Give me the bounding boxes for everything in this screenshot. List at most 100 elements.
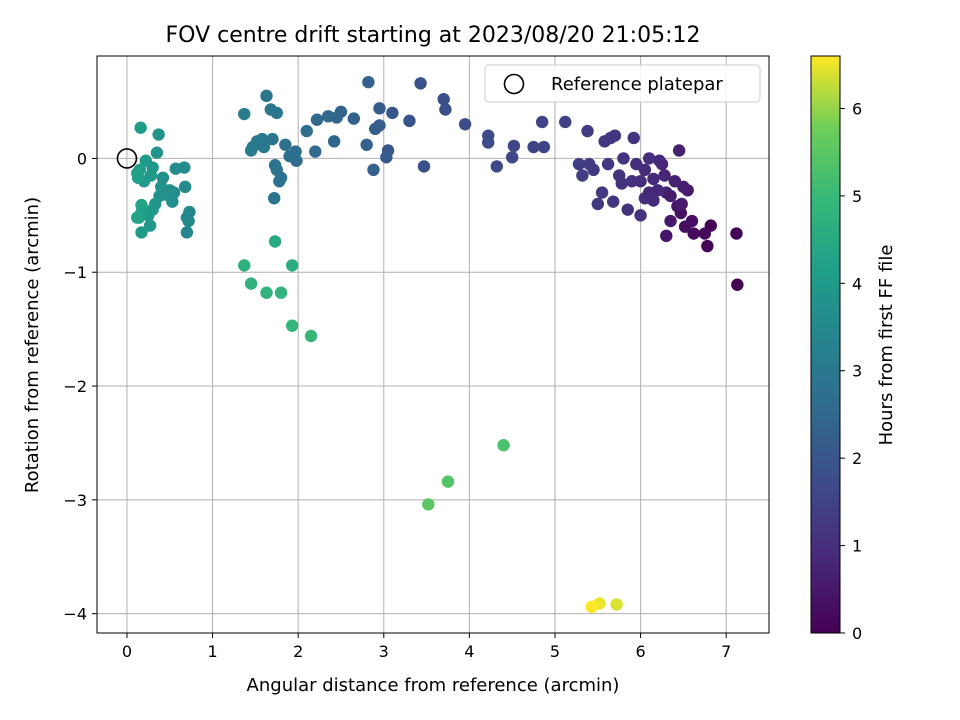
data-point	[601, 157, 615, 171]
data-point	[731, 278, 744, 291]
y-tick-label: 0	[77, 149, 87, 168]
data-point	[422, 498, 435, 511]
data-point	[668, 174, 682, 188]
data-point	[537, 140, 551, 154]
y-tick-label: −4	[63, 605, 87, 624]
data-point	[535, 115, 549, 129]
data-point	[417, 160, 431, 173]
data-point	[678, 220, 692, 233]
data-point	[283, 149, 296, 163]
data-point	[497, 439, 510, 452]
colorbar-label: Hours from first FF file	[876, 245, 897, 446]
x-tick-label: 7	[721, 642, 731, 661]
x-tick-label: 2	[293, 642, 303, 661]
data-point	[327, 135, 341, 148]
data-point	[178, 180, 192, 194]
data-point	[505, 151, 519, 164]
data-point	[135, 198, 148, 212]
data-point	[414, 77, 427, 90]
data-point	[576, 169, 589, 182]
data-point	[617, 152, 630, 165]
data-point	[380, 151, 393, 164]
data-point	[268, 159, 282, 172]
data-point	[437, 93, 450, 106]
x-tick-label: 0	[122, 642, 132, 661]
x-tick-label: 1	[207, 642, 217, 661]
legend-marker	[503, 73, 525, 95]
y-axis: −4 −3 −2 −1 0	[63, 149, 97, 624]
data-point	[675, 197, 688, 211]
x-axis: 0 1 2 3 4 5 6 7	[122, 633, 731, 661]
legend-box	[484, 64, 761, 103]
data-point	[630, 157, 643, 171]
data-point	[169, 162, 182, 175]
data-point	[182, 214, 195, 228]
data-point	[658, 169, 671, 182]
data-point	[581, 124, 594, 138]
legend: Reference platepar	[484, 64, 761, 103]
data-point	[585, 600, 598, 614]
x-tick-label: 6	[635, 642, 645, 661]
data-point	[244, 144, 258, 157]
data-point	[527, 140, 540, 154]
data-point	[634, 209, 647, 222]
data-point	[386, 106, 399, 120]
data-point	[660, 229, 673, 243]
x-axis-label: Angular distance from reference (arcmin)	[247, 675, 620, 696]
data-point	[572, 157, 586, 171]
data-point	[642, 152, 656, 165]
legend-label: Reference platepar	[551, 74, 723, 95]
data-point	[309, 145, 322, 158]
colorbar: 0 1 2 3 4 5 6 Hours from first FF file	[810, 55, 897, 643]
data-point	[606, 195, 620, 208]
data-point	[441, 475, 455, 488]
data-point	[285, 259, 299, 272]
data-point	[559, 115, 572, 129]
colorbar-tick-label: 4	[852, 274, 862, 293]
data-point	[701, 239, 714, 253]
data-point	[304, 329, 318, 343]
data-point	[279, 138, 292, 151]
data-point	[627, 131, 640, 145]
data-point	[664, 214, 677, 228]
data-point	[266, 132, 279, 146]
data-point	[347, 112, 361, 125]
data-point	[238, 107, 251, 121]
data-point	[598, 135, 611, 148]
data-point	[482, 136, 495, 149]
data-point	[653, 154, 666, 167]
data-point	[730, 227, 743, 240]
data-point	[621, 203, 634, 216]
data-point	[647, 172, 660, 186]
data-point	[698, 227, 711, 240]
y-tick-label: −1	[63, 263, 87, 282]
data-point	[274, 286, 288, 299]
data-point	[139, 154, 152, 167]
data-point	[634, 174, 647, 188]
data-point	[152, 128, 165, 141]
data-point	[321, 110, 335, 123]
data-point	[131, 167, 144, 180]
data-point	[273, 174, 286, 188]
data-point	[310, 113, 324, 126]
colorbar-tick-label: 3	[852, 362, 862, 381]
data-point	[595, 186, 609, 199]
data-point	[367, 163, 380, 177]
data-point	[672, 144, 686, 157]
data-point	[591, 197, 604, 211]
x-tick-label: 3	[379, 642, 389, 661]
data-point	[244, 277, 258, 290]
data-point	[268, 192, 281, 205]
data-point	[268, 235, 282, 248]
colorbar-ticks: 0 1 2 3 4 5 6	[840, 99, 862, 643]
colorbar-tick-label: 1	[852, 537, 862, 556]
y-tick-label: −3	[63, 491, 87, 510]
chart-title: FOV centre drift starting at 2023/08/20 …	[166, 23, 701, 48]
x-tick-label: 4	[464, 642, 474, 661]
data-point	[369, 122, 382, 136]
data-point	[135, 226, 148, 239]
data-point	[439, 103, 452, 116]
data-point	[664, 189, 677, 203]
data-point	[610, 598, 623, 611]
grid-lines	[97, 56, 769, 633]
